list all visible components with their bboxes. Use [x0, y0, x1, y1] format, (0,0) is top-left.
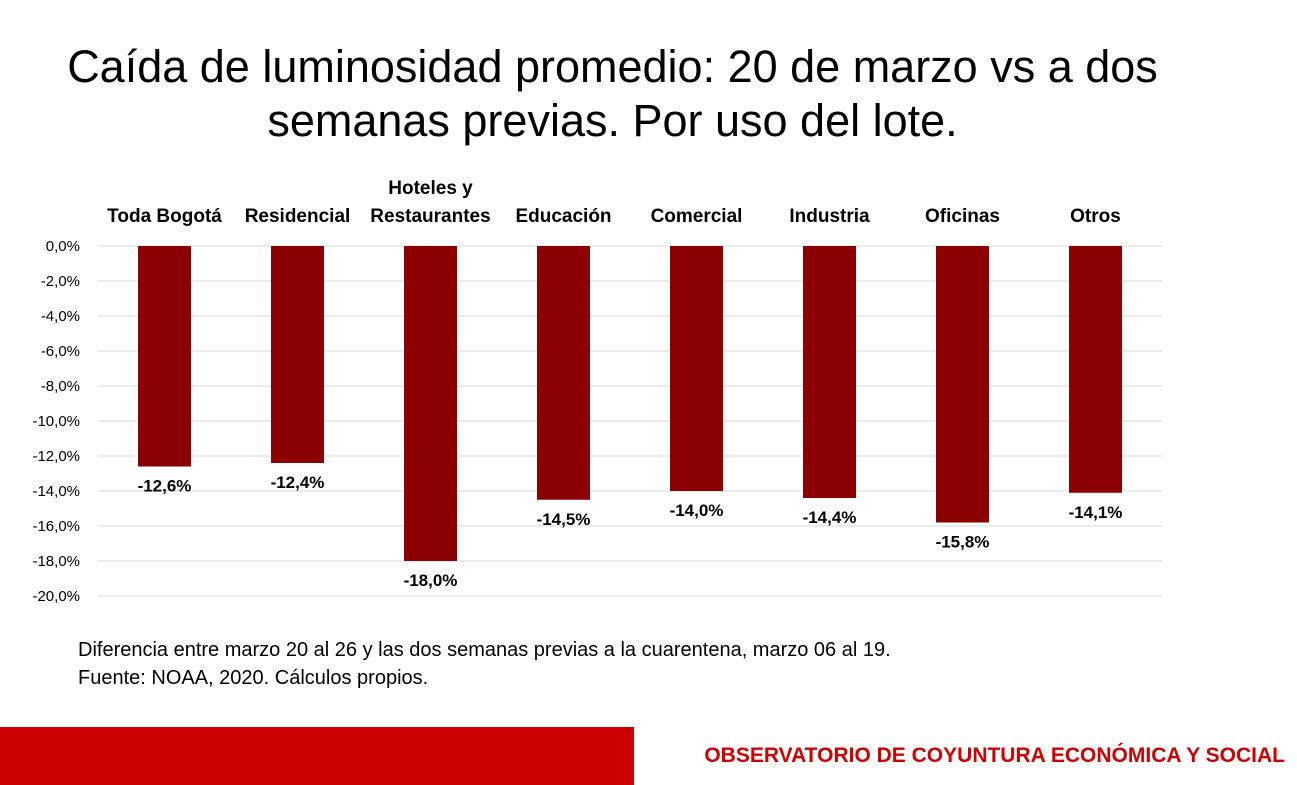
y-tick-label: -8,0% — [41, 378, 80, 395]
data-label: -14,5% — [537, 510, 591, 529]
data-label: -12,4% — [271, 473, 325, 492]
category-label: Otros — [1070, 206, 1121, 227]
note-description: Diferencia entre marzo 20 al 26 y las do… — [78, 639, 891, 661]
category-label: Restaurantes — [370, 206, 490, 227]
category-label: Toda Bogotá — [107, 206, 222, 227]
bar — [138, 246, 191, 467]
category-label: Comercial — [651, 206, 743, 227]
y-tick-label: -2,0% — [41, 273, 80, 290]
bar — [936, 246, 989, 523]
y-tick-label: -14,0% — [32, 483, 80, 500]
bar — [537, 246, 590, 500]
footer-red-bar — [0, 727, 634, 785]
note-source: Fuente: NOAA, 2020. Cálculos propios. — [78, 667, 429, 689]
bar — [404, 246, 457, 561]
bar — [803, 246, 856, 498]
y-tick-label: -4,0% — [41, 308, 80, 325]
data-label: -18,0% — [404, 571, 458, 590]
data-label: -14,0% — [670, 501, 724, 520]
data-label: -14,1% — [1069, 503, 1123, 522]
data-label: -14,4% — [803, 508, 857, 527]
gridlines — [98, 245, 1162, 597]
chart-title: Caída de luminosidad promedio: 20 de mar… — [67, 41, 1158, 146]
footer-brand: OBSERVATORIO DE COYUNTURA ECONÓMICA Y SO… — [704, 744, 1285, 767]
bar — [670, 246, 723, 491]
data-label: -15,8% — [936, 533, 990, 552]
category-label: Hoteles y — [388, 178, 473, 199]
chart-notes: Diferencia entre marzo 20 al 26 y las do… — [78, 636, 891, 692]
category-label: Oficinas — [925, 206, 1000, 227]
category-label: Residencial — [245, 206, 351, 227]
y-tick-label: -6,0% — [41, 343, 80, 360]
y-tick-label: -12,0% — [32, 448, 80, 465]
y-tick-label: -16,0% — [32, 518, 80, 535]
category-label: Industria — [789, 206, 870, 227]
y-tick-label: -10,0% — [32, 413, 80, 430]
data-labels: -12,6% -12,4% -18,0% -14,5% -14,0% -14,4% -15,… — [138, 473, 1123, 590]
y-tick-label: -18,0% — [32, 553, 80, 570]
y-axis-tick-labels: 0,0% -2,0% -4,0% -6,0% -8,0% -10,0% -12,0% -14,… — [32, 238, 80, 605]
bars — [138, 246, 1122, 561]
category-label: Educación — [515, 206, 611, 227]
bar — [1069, 246, 1122, 493]
y-tick-label: -20,0% — [32, 588, 80, 605]
y-tick-label: 0,0% — [46, 238, 80, 255]
data-label: -12,6% — [138, 477, 192, 496]
category-labels: Toda Bogotá Residencial Hoteles y Restauran… — [107, 178, 1121, 227]
bar — [271, 246, 324, 463]
bar-chart: 0,0% -2,0% -4,0% -6,0% -8,0% -10,0% -12,0% -14,… — [32, 178, 1162, 605]
